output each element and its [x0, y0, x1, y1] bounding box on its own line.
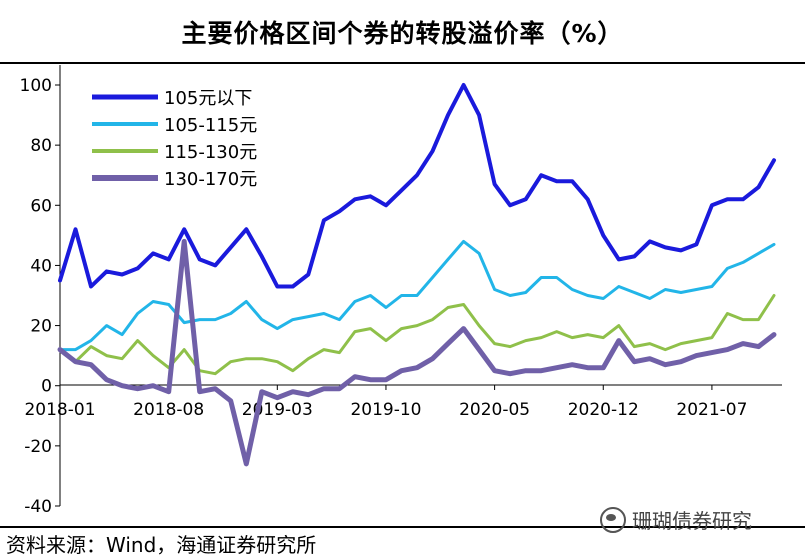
- x-tick-label: 2019-03: [242, 400, 313, 420]
- legend-label: 105-115元: [164, 115, 257, 136]
- series-line-4: [60, 241, 774, 464]
- line-chart: -40 -20 0 20 40 60 80 100 2018-01 2018-08 2019-03 2…: [0, 0, 805, 526]
- y-tick-label: 80: [30, 136, 52, 156]
- x-tick-label: 2018-08: [133, 400, 204, 420]
- x-tick-label: 2020-12: [568, 400, 639, 420]
- y-tick-label: 20: [30, 317, 52, 337]
- x-tick-label: 2019-10: [350, 400, 421, 420]
- watermark-text: 珊瑚债券研究: [632, 505, 752, 534]
- source-note: 资料来源：Wind，海通证券研究所: [6, 529, 316, 558]
- y-tick-label: 0: [41, 377, 52, 397]
- legend-label: 130-170元: [164, 169, 257, 190]
- y-tick-label: -20: [24, 437, 52, 457]
- y-tick-label: -40: [24, 497, 52, 517]
- x-tick-label: 2021-07: [676, 400, 747, 420]
- x-tick-label: 2018-01: [24, 400, 95, 420]
- chart-legend: 105元以下 105-115元 115-130元 130-170元: [92, 88, 257, 190]
- watermark: 珊瑚债券研究: [600, 505, 752, 534]
- wechat-icon: [600, 507, 626, 533]
- x-tick-label: 2020-05: [459, 400, 530, 420]
- legend-label: 105元以下: [164, 88, 252, 109]
- y-tick-label: 60: [30, 196, 52, 216]
- y-tick-label: 100: [20, 76, 52, 96]
- y-tick-label: 40: [30, 256, 52, 276]
- legend-label: 115-130元: [164, 142, 257, 163]
